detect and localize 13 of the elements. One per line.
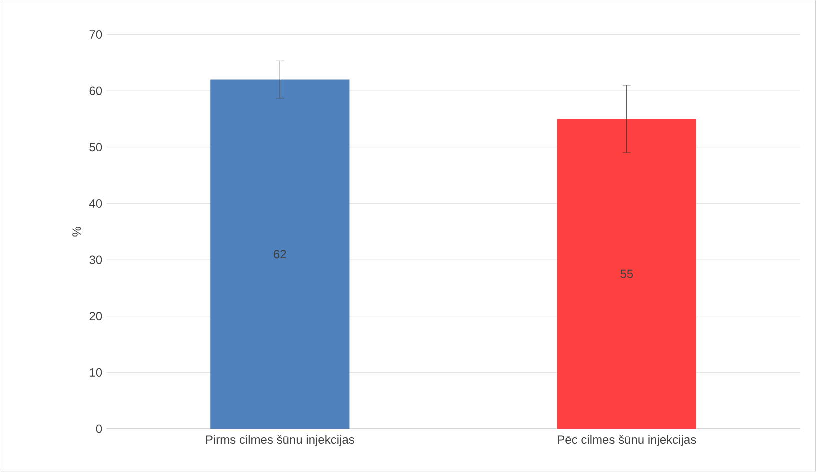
y-tick-label: 50 xyxy=(90,143,102,152)
y-tick-label: 10 xyxy=(90,368,102,378)
y-tick-label: 0 xyxy=(96,424,102,434)
data-label: 62 xyxy=(274,250,286,259)
y-tick-label: 20 xyxy=(90,312,102,321)
x-tick-label: Pirms cilmes šūnu injekcijas xyxy=(206,435,354,447)
y-tick-label: 40 xyxy=(90,200,102,208)
y-tick-label: 30 xyxy=(90,256,102,264)
y-tick-label: 60 xyxy=(90,86,102,96)
data-label: 55 xyxy=(620,270,634,278)
y-tick-label: 70 xyxy=(90,30,102,40)
x-tick-label: Pēc cilmes šūnu injekcijas xyxy=(558,435,696,447)
y-axis-title: % xyxy=(72,227,82,237)
